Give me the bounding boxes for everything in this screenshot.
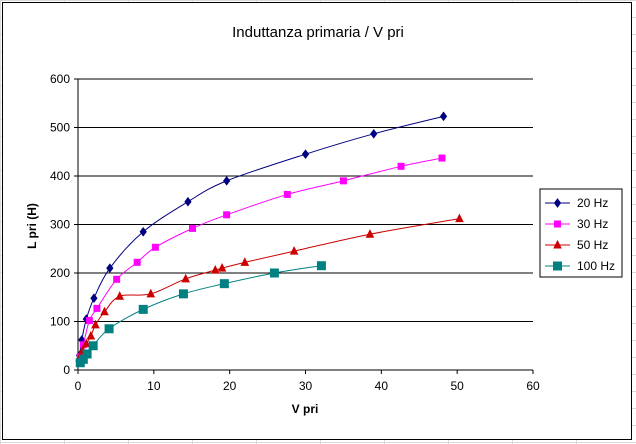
data-point xyxy=(139,226,147,237)
data-point xyxy=(217,263,227,272)
data-point xyxy=(88,341,98,351)
data-point xyxy=(86,330,96,340)
data-point xyxy=(184,196,192,207)
data-point xyxy=(91,319,100,329)
series-line xyxy=(79,115,444,356)
x-tick-label: 50 xyxy=(450,379,464,393)
data-point xyxy=(240,257,250,266)
data-point xyxy=(439,111,448,122)
data-point xyxy=(90,293,98,304)
legend-marker xyxy=(553,198,562,208)
series-100-hz[interactable] xyxy=(75,261,326,368)
data-point xyxy=(370,128,378,139)
data-point xyxy=(223,211,231,219)
gridlines xyxy=(78,78,533,322)
y-tick-label: 400 xyxy=(50,169,70,183)
x-tick-label: 60 xyxy=(526,379,540,393)
data-point xyxy=(301,149,310,160)
data-point xyxy=(82,349,92,359)
x-tick-label: 0 xyxy=(75,379,82,393)
axes: 0 100 200 300 400 500 600 0 10 20 30 40 50 60 xyxy=(50,72,540,393)
data-point xyxy=(189,224,197,232)
data-point xyxy=(181,273,190,283)
data-point xyxy=(210,264,220,274)
data-point xyxy=(289,246,299,255)
y-tick-label: 200 xyxy=(50,266,70,280)
y-tick-label: 100 xyxy=(50,315,70,329)
data-point xyxy=(138,304,148,314)
data-point xyxy=(82,338,91,348)
legend-marker xyxy=(554,220,561,228)
legend-marker xyxy=(553,239,562,249)
data-point xyxy=(178,289,188,299)
data-point xyxy=(223,176,231,186)
data-point xyxy=(219,279,229,289)
y-tick-label: 300 xyxy=(50,218,70,232)
data-point xyxy=(93,304,101,312)
data-point xyxy=(100,306,109,316)
data-point xyxy=(316,261,326,271)
data-point xyxy=(339,177,347,185)
x-tick-label: 10 xyxy=(147,379,161,393)
x-tick-label: 20 xyxy=(223,379,237,393)
data-point xyxy=(438,154,446,162)
legend-label: 30 Hz xyxy=(577,217,608,231)
series-group xyxy=(75,111,464,368)
y-tick-label: 500 xyxy=(50,121,70,135)
data-point xyxy=(146,288,156,298)
y-axis-title: L pri (H) xyxy=(25,203,39,249)
data-point xyxy=(151,243,159,251)
chart-title: Induttanza primaria / V pri xyxy=(232,24,404,41)
legend-entry[interactable]: 20 Hz xyxy=(545,196,608,210)
x-tick-label: 30 xyxy=(299,379,313,393)
legend-marker xyxy=(553,261,562,271)
legend-label: 20 Hz xyxy=(577,196,608,210)
data-point xyxy=(365,229,375,238)
series-20-hz[interactable] xyxy=(75,111,448,361)
data-point xyxy=(106,263,114,273)
legend-label: 50 Hz xyxy=(577,238,608,252)
legend-label: 100 Hz xyxy=(577,259,615,273)
y-tick-label: 0 xyxy=(63,363,70,377)
data-point xyxy=(283,190,291,198)
x-tick-label: 40 xyxy=(375,379,389,393)
legend-entry[interactable]: 50 Hz xyxy=(545,238,608,252)
data-point xyxy=(85,317,93,325)
data-point xyxy=(397,162,405,170)
data-point xyxy=(104,324,114,334)
data-point xyxy=(133,258,141,266)
data-point xyxy=(269,268,279,278)
x-axis-title: V pri xyxy=(292,402,319,416)
legend[interactable]: 20 Hz 30 Hz 50 Hz 100 Hz xyxy=(539,188,623,278)
data-point xyxy=(455,213,464,223)
data-point xyxy=(115,291,125,300)
legend-entry[interactable]: 30 Hz xyxy=(545,217,608,231)
y-tick-label: 600 xyxy=(50,72,70,86)
legend-entry[interactable]: 100 Hz xyxy=(545,259,615,273)
series-50-hz[interactable] xyxy=(75,213,464,362)
data-point xyxy=(113,275,121,283)
